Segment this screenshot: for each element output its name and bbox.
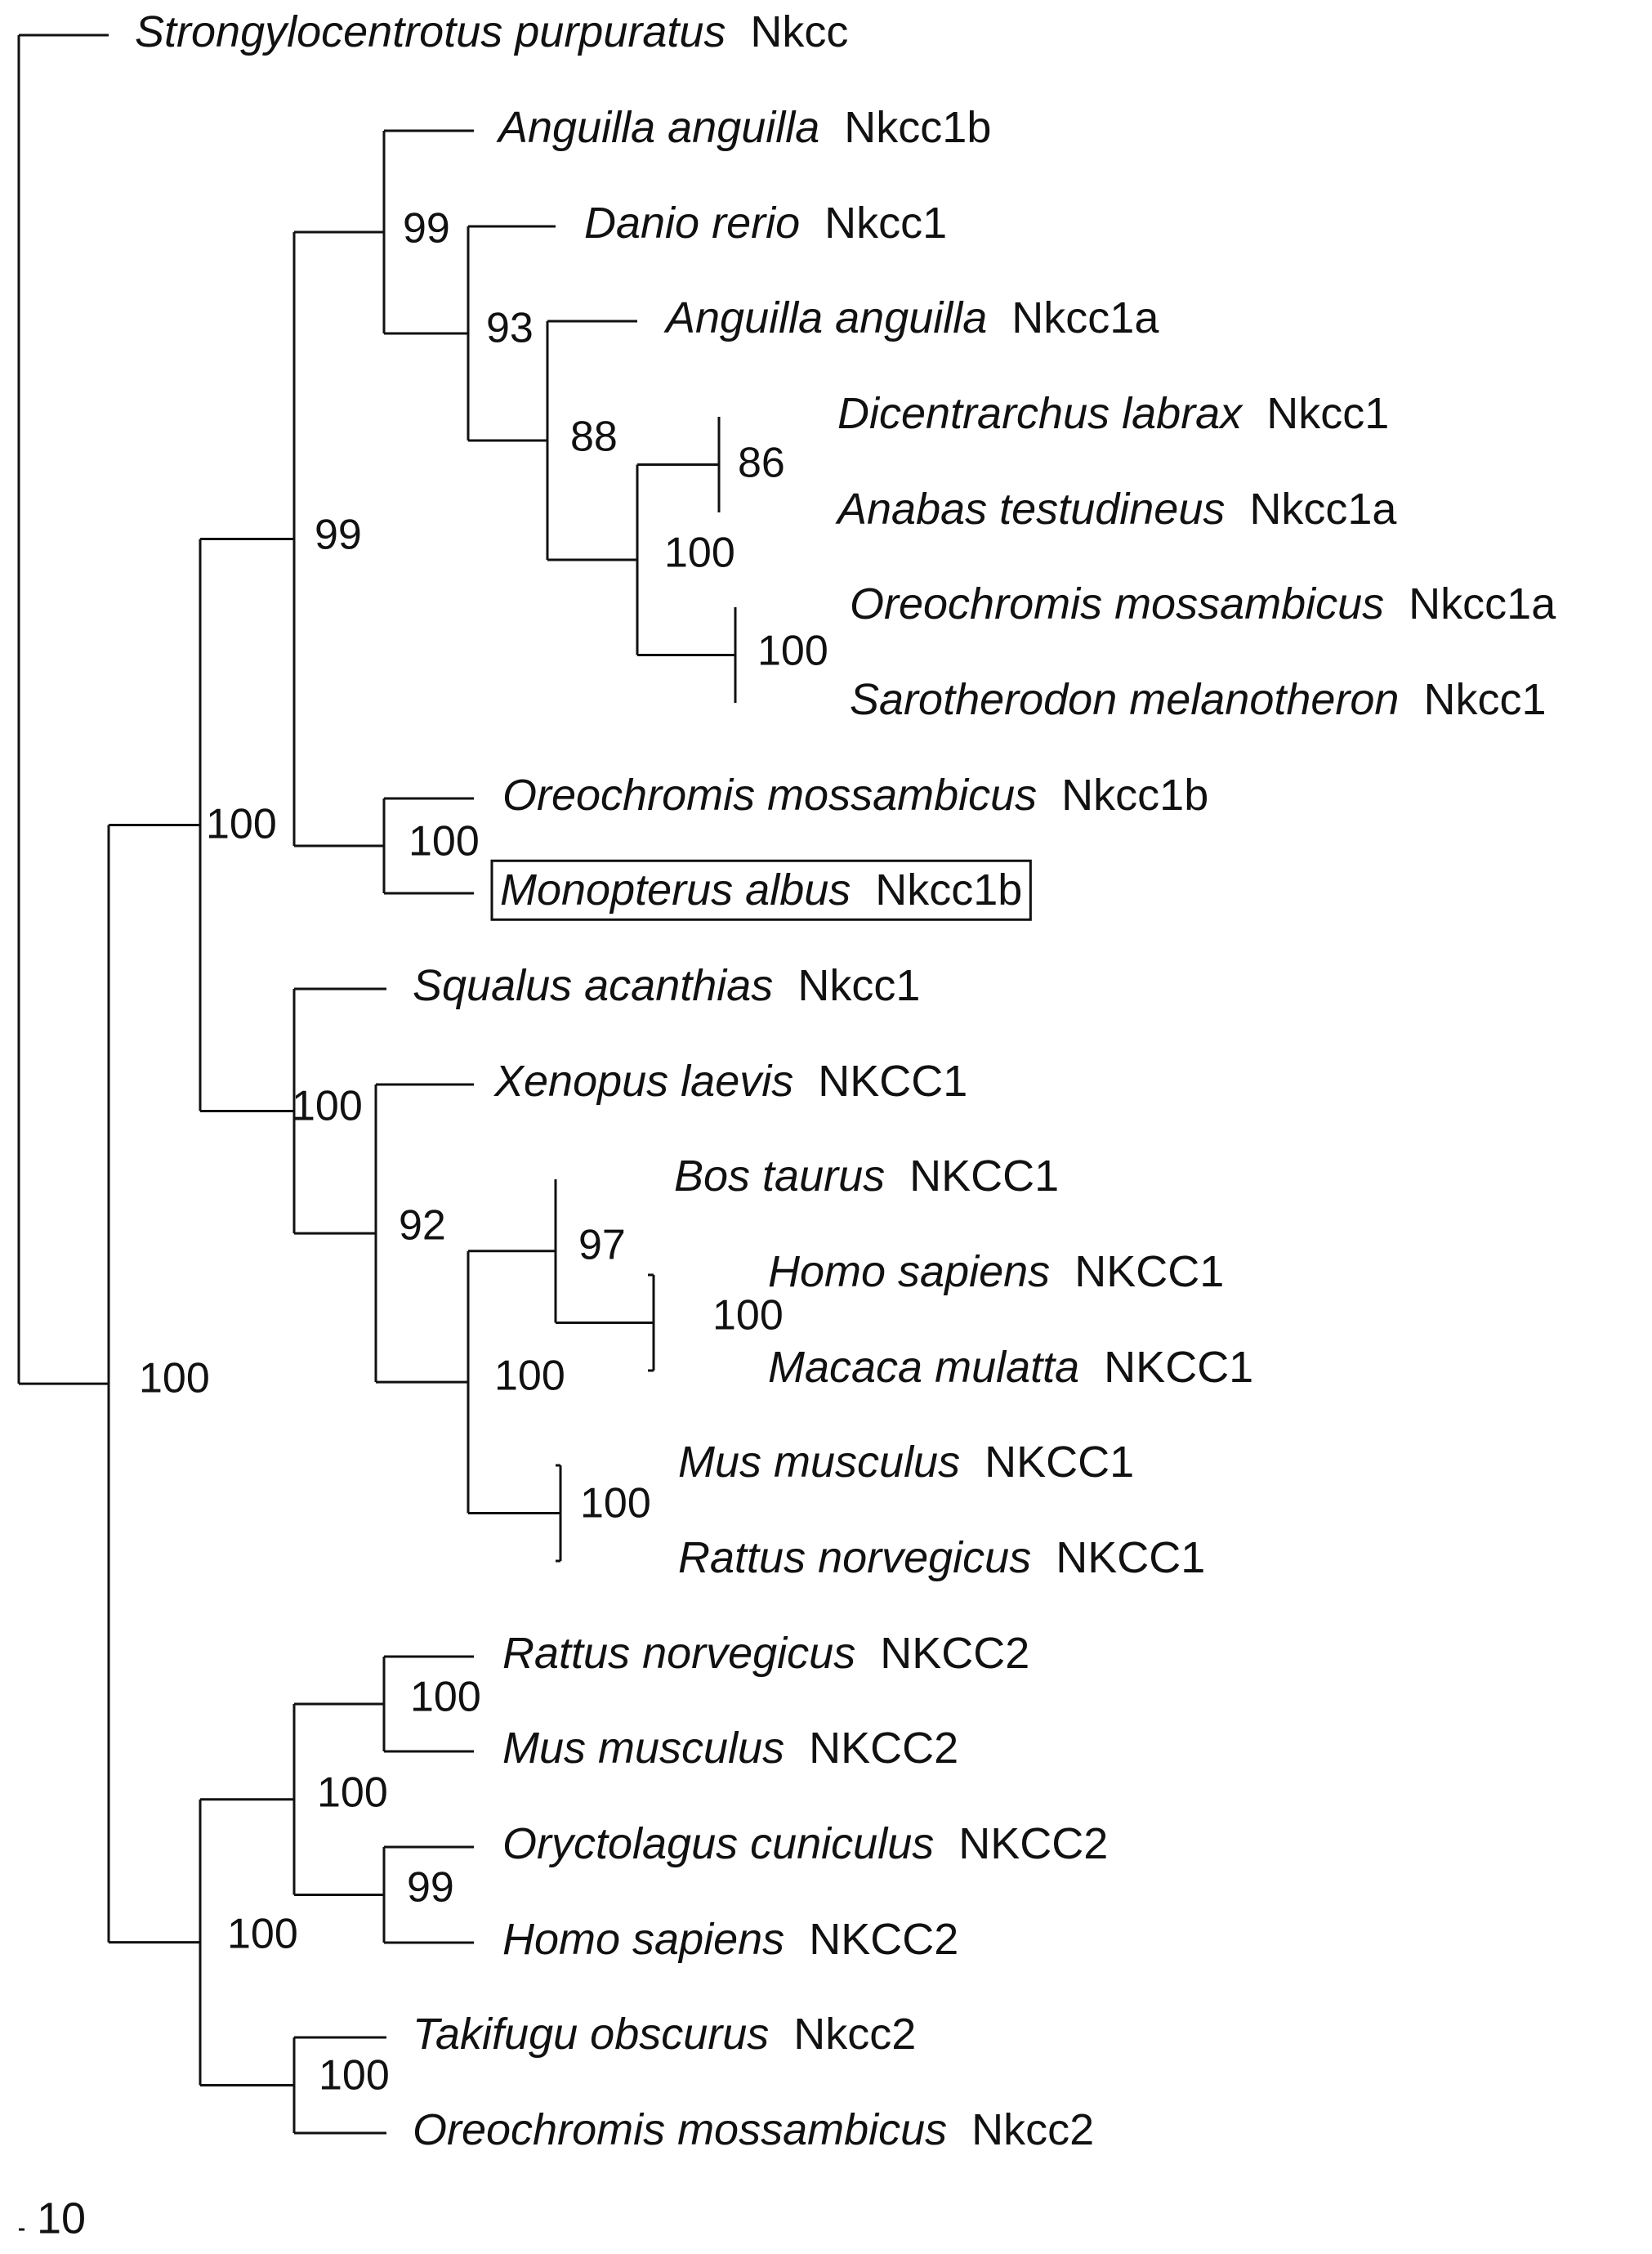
species-name: Oreochromis mossambicus [413, 2105, 947, 2154]
gene-name: Nkcc1 [773, 961, 920, 1010]
leaf-label: Anabas testudineus Nkcc1a [835, 485, 1397, 534]
bootstrap-labels: 9993888610010099100100100921009710010010… [139, 205, 828, 2100]
bootstrap-value: 100 [410, 1674, 481, 1721]
bootstrap-value: 99 [315, 512, 362, 559]
bootstrap-value: 93 [486, 305, 534, 352]
bootstrap-value: 100 [757, 628, 828, 675]
leaf-label: Homo sapiens NKCC1 [768, 1247, 1224, 1296]
bootstrap-value: 88 [570, 414, 618, 461]
leaf-label: Mus musculus NKCC1 [678, 1438, 1134, 1487]
leaf-label: Homo sapiens NKCC2 [502, 1915, 958, 1964]
bootstrap-value: 100 [580, 1480, 651, 1527]
scale-bar: 10 [19, 2194, 86, 2243]
gene-name: NKCC1 [1031, 1533, 1205, 1582]
species-name: Bos taurus [674, 1152, 885, 1201]
leaf-label: Oreochromis mossambicus Nkcc2 [413, 2105, 1094, 2154]
leaf-label: Dicentrarchus labrax Nkcc1 [837, 389, 1389, 438]
leaf-label: Takifugu obscurus Nkcc2 [413, 2010, 916, 2059]
leaf-label: Squalus acanthias Nkcc1 [413, 961, 920, 1010]
bootstrap-value: 86 [738, 440, 785, 487]
species-name: Dicentrarchus labrax [837, 389, 1243, 438]
species-name: Oreochromis mossambicus [850, 579, 1384, 628]
bootstrap-value: 92 [399, 1202, 446, 1250]
species-name: Monopterus albus [500, 865, 851, 915]
species-name: Sarotherodon melanotheron [850, 675, 1399, 724]
gene-name: NKCC1 [885, 1152, 1059, 1201]
bootstrap-value: 100 [292, 1083, 363, 1130]
bootstrap-value: 100 [712, 1292, 784, 1339]
gene-name: Nkcc [726, 7, 848, 56]
gene-name: NKCC1 [793, 1057, 967, 1106]
species-name: Squalus acanthias [413, 961, 773, 1010]
gene-name: Nkcc1a [1384, 579, 1556, 628]
bootstrap-value: 100 [409, 818, 480, 865]
species-name: Oreochromis mossambicus [502, 771, 1037, 820]
leaf-label: Anguilla anguilla Nkcc1b [496, 103, 991, 152]
leaf-label: Danio rerio Nkcc1 [584, 199, 947, 248]
species-name: Danio rerio [584, 199, 800, 248]
species-name: Strongylocentrotus purpuratus [135, 7, 726, 56]
leaf-label: Bos taurus NKCC1 [674, 1152, 1059, 1201]
gene-name: NKCC2 [934, 1819, 1108, 1868]
bootstrap-value: 100 [206, 801, 277, 848]
bootstrap-value: 97 [578, 1222, 626, 1269]
species-name: Mus musculus [502, 1724, 784, 1773]
leaf-label: Oryctolagus cuniculus NKCC2 [502, 1819, 1108, 1868]
species-name: Anguilla anguilla [663, 293, 987, 342]
bootstrap-value: 100 [227, 1911, 298, 1958]
bootstrap-value: 99 [403, 205, 450, 253]
scale-bar-label: 10 [37, 2194, 86, 2243]
bootstrap-value: 100 [317, 1769, 388, 1817]
gene-name: NKCC1 [960, 1438, 1134, 1487]
leaf-label: Rattus norvegicus NKCC2 [502, 1629, 1029, 1678]
species-name: Rattus norvegicus [502, 1629, 855, 1678]
leaf-label: Macaca mulatta NKCC1 [768, 1343, 1253, 1392]
leaf-label: Oreochromis mossambicus Nkcc1a [850, 579, 1556, 628]
species-name: Oryctolagus cuniculus [502, 1819, 934, 1868]
leaf-label: Monopterus albus Nkcc1b [500, 865, 1022, 915]
gene-name: Nkcc1a [987, 293, 1159, 342]
leaf-label: Xenopus laevis NKCC1 [493, 1057, 967, 1106]
species-name: Macaca mulatta [768, 1343, 1079, 1392]
species-name: Mus musculus [678, 1438, 960, 1487]
gene-name: NKCC2 [784, 1724, 958, 1773]
leaf-label: Oreochromis mossambicus Nkcc1b [502, 771, 1208, 820]
leaf-label: Rattus norvegicus NKCC1 [678, 1533, 1205, 1582]
species-name: Anguilla anguilla [496, 103, 819, 152]
species-name: Takifugu obscurus [413, 2010, 769, 2059]
species-name: Rattus norvegicus [678, 1533, 1031, 1582]
gene-name: Nkcc2 [947, 2105, 1094, 2154]
species-name: Xenopus laevis [493, 1057, 793, 1106]
bootstrap-value: 99 [407, 1864, 454, 1912]
gene-name: NKCC1 [1079, 1343, 1253, 1392]
species-name: Homo sapiens [768, 1247, 1050, 1296]
leaf-label: Anguilla anguilla Nkcc1a [663, 293, 1159, 342]
gene-name: Nkcc1b [819, 103, 991, 152]
gene-name: NKCC2 [855, 1629, 1029, 1678]
bootstrap-value: 100 [664, 530, 735, 577]
gene-name: Nkcc1 [800, 199, 947, 248]
bootstrap-value: 100 [319, 2052, 390, 2100]
gene-name: Nkcc1 [1242, 389, 1389, 438]
highlight-box [490, 859, 1032, 921]
species-name: Homo sapiens [502, 1915, 784, 1964]
gene-name: NKCC1 [1050, 1247, 1224, 1296]
gene-name: Nkcc1 [1399, 675, 1546, 724]
gene-name: Nkcc1b [851, 865, 1022, 915]
leaf-label: Sarotherodon melanotheron Nkcc1 [850, 675, 1547, 724]
gene-name: Nkcc1b [1037, 771, 1208, 820]
gene-name: Nkcc1a [1225, 485, 1397, 534]
tree-branches [17, 34, 737, 2135]
leaf-labels: Strongylocentrotus purpuratus Nkcc Anguil… [135, 7, 1556, 2154]
gene-name: Nkcc2 [769, 2010, 916, 2059]
leaf-label: Strongylocentrotus purpuratus Nkcc [135, 7, 848, 56]
bootstrap-value: 100 [494, 1353, 565, 1400]
bootstrap-value: 100 [139, 1355, 210, 1402]
gene-name: NKCC2 [784, 1915, 958, 1964]
species-name: Anabas testudineus [835, 485, 1225, 534]
leaf-label: Mus musculus NKCC2 [502, 1724, 958, 1773]
